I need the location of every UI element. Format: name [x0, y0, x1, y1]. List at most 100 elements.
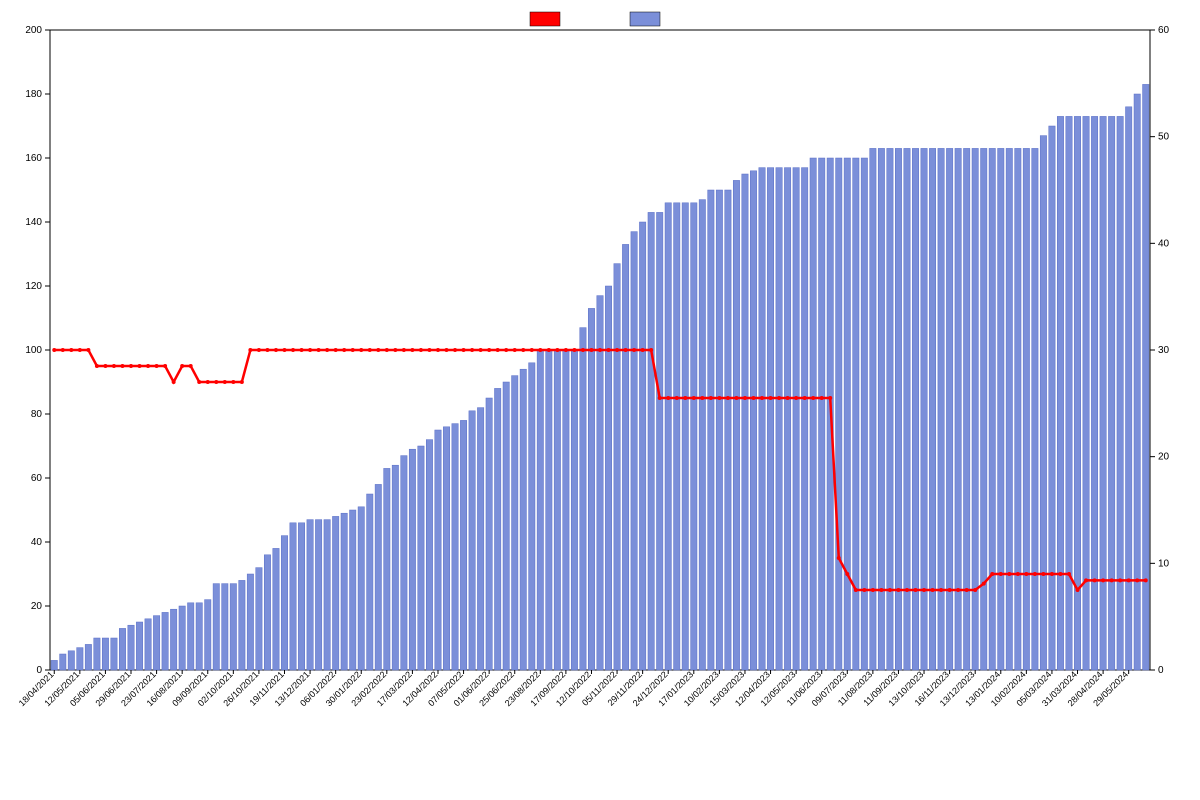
- bar: [1083, 116, 1089, 670]
- line-marker: [351, 348, 355, 352]
- line-marker: [163, 364, 167, 368]
- line-marker: [555, 348, 559, 352]
- bar: [102, 638, 108, 670]
- bar: [580, 328, 586, 670]
- bar: [793, 168, 799, 670]
- bar: [529, 363, 535, 670]
- bar: [512, 376, 518, 670]
- line-marker: [845, 572, 849, 576]
- line-marker: [607, 348, 611, 352]
- bar: [1049, 126, 1055, 670]
- svg-text:160: 160: [25, 153, 42, 164]
- bar: [631, 232, 637, 670]
- bar: [341, 513, 347, 670]
- line-marker: [581, 348, 585, 352]
- bar: [239, 580, 245, 670]
- svg-text:0: 0: [1158, 665, 1164, 676]
- bar: [298, 523, 304, 670]
- line-marker: [905, 588, 909, 592]
- line-marker: [632, 348, 636, 352]
- bar: [776, 168, 782, 670]
- bar: [639, 222, 645, 670]
- line-marker: [777, 396, 781, 400]
- line-marker: [837, 556, 841, 560]
- bar: [281, 536, 287, 670]
- bar: [486, 398, 492, 670]
- line-marker: [948, 588, 952, 592]
- line-marker: [69, 348, 73, 352]
- svg-text:180: 180: [25, 89, 42, 100]
- bar: [111, 638, 117, 670]
- line-marker: [1016, 572, 1020, 576]
- bar: [367, 494, 373, 670]
- bar: [119, 628, 125, 670]
- line-marker: [939, 588, 943, 592]
- bar: [733, 180, 739, 670]
- line-marker: [1033, 572, 1037, 576]
- bar: [1023, 148, 1029, 670]
- bar: [554, 350, 560, 670]
- line-marker: [231, 380, 235, 384]
- svg-text:80: 80: [31, 409, 43, 420]
- bar: [375, 484, 381, 670]
- line-marker: [615, 348, 619, 352]
- bar: [162, 612, 168, 670]
- line-marker: [922, 588, 926, 592]
- bar: [648, 212, 654, 670]
- bar: [1057, 116, 1063, 670]
- line-marker: [1135, 578, 1139, 582]
- bar: [494, 388, 500, 670]
- bar: [571, 350, 577, 670]
- line-marker: [547, 348, 551, 352]
- bar: [605, 286, 611, 670]
- bar: [699, 200, 705, 670]
- bar: [801, 168, 807, 670]
- line-marker: [86, 348, 90, 352]
- line-marker: [658, 396, 662, 400]
- line-marker: [214, 380, 218, 384]
- bar: [1125, 107, 1131, 670]
- line-marker: [692, 396, 696, 400]
- line-marker: [78, 348, 82, 352]
- bar: [537, 350, 543, 670]
- line-marker: [376, 348, 380, 352]
- bar: [665, 203, 671, 670]
- line-marker: [479, 348, 483, 352]
- bar: [332, 516, 338, 670]
- line-marker: [282, 348, 286, 352]
- line-marker: [1024, 572, 1028, 576]
- svg-text:200: 200: [25, 25, 42, 36]
- chart-container: 0204060801001201401601802000102030405060…: [0, 0, 1200, 800]
- line-marker: [530, 348, 534, 352]
- line-marker: [146, 364, 150, 368]
- bar: [264, 555, 270, 670]
- line-marker: [743, 396, 747, 400]
- line-marker: [888, 588, 892, 592]
- line-marker: [223, 380, 227, 384]
- line-marker: [402, 348, 406, 352]
- line-marker: [197, 380, 201, 384]
- line-marker: [189, 364, 193, 368]
- line-marker: [649, 348, 653, 352]
- bar: [1117, 116, 1123, 670]
- svg-text:30: 30: [1158, 345, 1170, 356]
- svg-text:50: 50: [1158, 132, 1170, 143]
- line-marker: [683, 396, 687, 400]
- line-marker: [445, 348, 449, 352]
- bar: [1134, 94, 1140, 670]
- line-marker: [496, 348, 500, 352]
- bar: [196, 603, 202, 670]
- line-marker: [1110, 578, 1114, 582]
- line-marker: [1084, 578, 1088, 582]
- bar: [614, 264, 620, 670]
- line-marker: [700, 396, 704, 400]
- bar: [691, 203, 697, 670]
- bar: [145, 619, 151, 670]
- bar: [759, 168, 765, 670]
- line-marker: [973, 588, 977, 592]
- bar: [77, 648, 83, 670]
- bar: [85, 644, 91, 670]
- line-marker: [317, 348, 321, 352]
- line-marker: [931, 588, 935, 592]
- bar: [418, 446, 424, 670]
